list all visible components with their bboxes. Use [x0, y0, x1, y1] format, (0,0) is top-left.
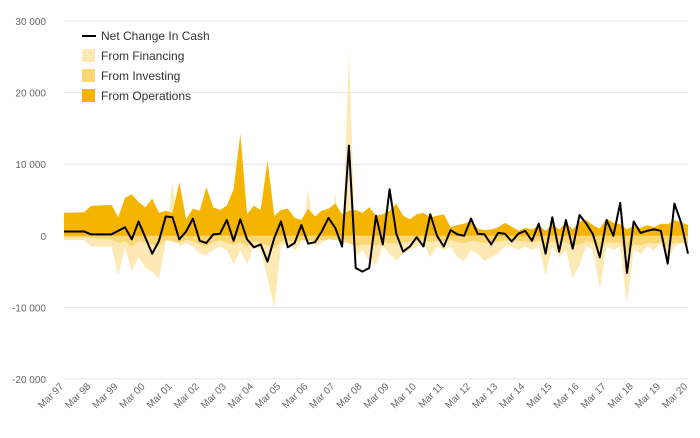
legend-label-from-investing[interactable]: From Investing	[101, 69, 180, 83]
legend: Net Change In Cash From Financing From I…	[82, 29, 210, 103]
legend-label-net-change-in-cash[interactable]: Net Change In Cash	[101, 29, 210, 43]
x-tick-label: Mar 13	[470, 381, 500, 411]
x-tick-label: Mar 08	[335, 381, 365, 411]
x-tick-label: Mar 20	[660, 381, 690, 411]
line-net-change-in-cash[interactable]	[64, 144, 689, 274]
x-tick-label: Mar 98	[63, 381, 93, 411]
x-tick-label: Mar 10	[389, 381, 419, 411]
y-tick-label: 0	[40, 232, 46, 243]
y-tick-label: 20 000	[15, 89, 46, 100]
y-tick-label: 30 000	[15, 17, 46, 28]
x-tick-label: Mar 07	[308, 381, 338, 411]
x-tick-label: Mar 16	[552, 381, 582, 411]
legend-label-from-financing[interactable]: From Financing	[101, 49, 184, 63]
x-tick-label: Mar 06	[281, 381, 311, 411]
legend-swatch-from-operations[interactable]	[82, 89, 95, 102]
legend-label-from-operations[interactable]: From Operations	[101, 89, 191, 103]
x-tick-label: Mar 18	[606, 381, 636, 411]
x-tick-label: Mar 01	[145, 381, 175, 411]
y-axis: -20 000 -10 000 0 10 000 20 000 30 000	[12, 17, 46, 386]
area-from-operations[interactable]	[64, 134, 688, 236]
x-tick-label: Mar 12	[443, 381, 473, 411]
x-tick-label: Mar 19	[633, 381, 663, 411]
x-tick-label: Mar 05	[253, 381, 283, 411]
x-tick-label: Mar 02	[172, 381, 202, 411]
y-tick-label: -20 000	[12, 375, 46, 386]
x-tick-label: Mar 11	[417, 381, 447, 411]
x-tick-label: Mar 15	[525, 381, 555, 411]
y-tick-label: 10 000	[15, 160, 46, 171]
x-tick-label: Mar 99	[91, 381, 121, 411]
area-from-financing[interactable]	[64, 51, 688, 308]
x-tick-label: Mar 03	[199, 381, 229, 411]
legend-swatch-from-investing[interactable]	[82, 69, 95, 82]
x-tick-label: Mar 00	[118, 381, 148, 411]
legend-swatch-from-financing[interactable]	[82, 49, 95, 62]
x-tick-label: Mar 04	[226, 381, 256, 411]
y-tick-label: -10 000	[12, 303, 46, 314]
x-tick-label: Mar 14	[498, 381, 528, 411]
x-tick-label: Mar 09	[362, 381, 392, 411]
net-change-line-layer	[64, 144, 689, 274]
x-tick-label: Mar 17	[579, 381, 609, 411]
